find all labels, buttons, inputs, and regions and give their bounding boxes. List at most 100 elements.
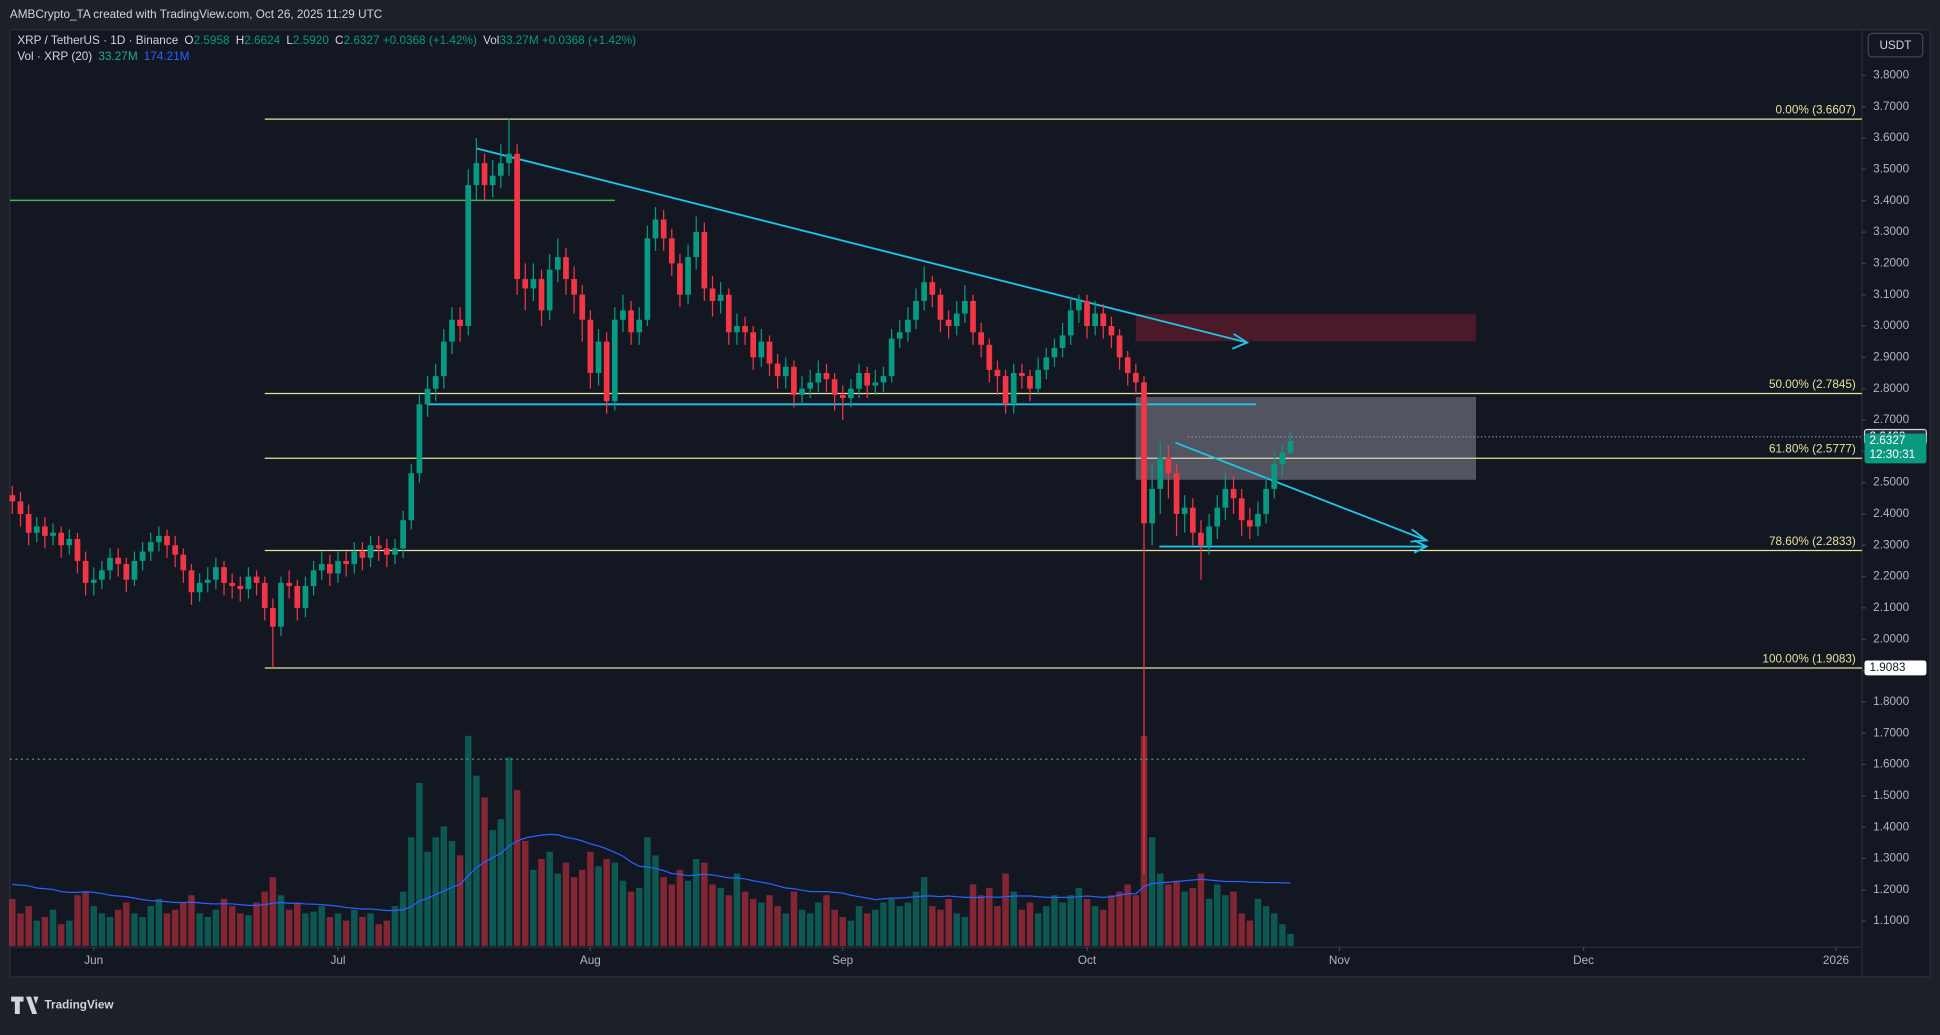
volume-bar (1214, 884, 1221, 946)
volume-bar (945, 898, 952, 946)
volume-bar (1116, 891, 1123, 946)
volume-bar (603, 859, 610, 946)
volume-bar (725, 895, 733, 946)
candle-body (693, 232, 700, 258)
candle-body (880, 376, 887, 383)
candle-body (978, 332, 985, 345)
volume-bar (977, 895, 985, 946)
y-tick-label: 2.5000 (1873, 476, 1909, 489)
volume-bar (33, 920, 41, 946)
volume-bar (1059, 902, 1066, 946)
volume-bar (538, 859, 545, 946)
x-tick-label: Jun (84, 954, 103, 967)
ohlc-legend: XRP / TetherUS · 1D · Binance O2.5958 H2.6… (17, 34, 636, 47)
currency-button[interactable] (1867, 32, 1924, 58)
volume-bar (1189, 887, 1197, 946)
candle-body (424, 388, 431, 405)
volume-bar (432, 837, 439, 946)
candle-body (685, 257, 691, 295)
volume-bar (847, 920, 855, 946)
candle-body (172, 545, 179, 555)
volume-bar (1279, 924, 1286, 946)
candle-body (1198, 532, 1204, 546)
candle-body (50, 532, 56, 536)
y-tick-label: 1.8000 (1873, 695, 1909, 708)
volume-bar (1075, 887, 1083, 946)
volume-bar (416, 782, 423, 946)
candle-body (196, 582, 203, 593)
volume-value: 174.21M (144, 50, 190, 63)
candle-body (986, 344, 993, 370)
volume-bar (530, 869, 537, 946)
candle-body (554, 257, 561, 270)
volume-bar (448, 840, 456, 946)
candle-body (839, 394, 846, 399)
fib-label: 0.00% (3.6607) (1775, 104, 1855, 117)
volume-bar (692, 859, 700, 946)
volume-bar (758, 902, 765, 946)
x-tick-label: Oct (1078, 954, 1097, 967)
candle-body (1084, 300, 1090, 327)
candle-body (440, 341, 447, 377)
volume-bar (399, 891, 407, 946)
y-tick-label: 2.7000 (1873, 413, 1909, 426)
volume-bar (1238, 913, 1245, 946)
candle-body (1255, 513, 1261, 527)
candle-body (571, 279, 577, 295)
candle-body (278, 582, 284, 627)
volume-bar (473, 775, 480, 946)
x-tick-label: Nov (1329, 954, 1350, 967)
candle-body (1076, 300, 1082, 311)
volume-bar (619, 880, 627, 946)
logo-text: TradingView (45, 998, 115, 1011)
volume-pane (9, 735, 1294, 946)
volume-bar (1043, 906, 1050, 946)
candle-body (302, 585, 309, 608)
volume-bar (660, 877, 667, 946)
candle-body (383, 548, 390, 555)
candle-body (587, 319, 594, 373)
logo: TradingView (11, 996, 115, 1014)
volume-bar (49, 909, 57, 946)
candle-body (782, 366, 789, 377)
volume-bar (17, 913, 24, 946)
volume-bar (326, 916, 334, 946)
candle-body (1059, 335, 1066, 348)
candle-body (717, 294, 724, 301)
candle-body (725, 294, 732, 333)
candle-body (270, 607, 276, 627)
candle-body (489, 175, 496, 186)
volume-bar (285, 909, 293, 946)
candle-body (1173, 473, 1180, 514)
candle-body (310, 570, 317, 586)
volume-bar (106, 916, 114, 946)
volume-bar (440, 826, 448, 946)
volume-bar (855, 906, 863, 946)
symbol: XRP / TetherUS · 1D · Binance (17, 34, 178, 47)
volume-bar (220, 898, 228, 946)
candle-body (1149, 488, 1155, 524)
candle-body (9, 495, 16, 502)
y-tick-label: 3.2000 (1873, 256, 1909, 269)
volume-bar (1026, 902, 1034, 946)
volume-bar (481, 797, 488, 946)
candle-body (400, 520, 406, 549)
candle-body (522, 279, 529, 289)
candle-body (449, 319, 455, 342)
y-tick-label: 3.8000 (1873, 69, 1909, 82)
candle-body (1238, 498, 1245, 521)
x-tick-label: Sep (832, 954, 853, 967)
volume-bar (953, 913, 960, 946)
y-tick-label: 2.9000 (1873, 350, 1909, 363)
candle-body (970, 300, 976, 333)
volume-bar (90, 906, 98, 946)
candle-body (913, 300, 919, 320)
volume-bar (139, 916, 146, 946)
volume-bar (212, 909, 220, 946)
candle-body (1124, 357, 1131, 373)
y-tick-label: 3.7000 (1873, 100, 1909, 113)
candle-body (1287, 441, 1294, 453)
volume-bar (717, 887, 724, 946)
currency-label[interactable]: USDT (1879, 39, 1911, 52)
